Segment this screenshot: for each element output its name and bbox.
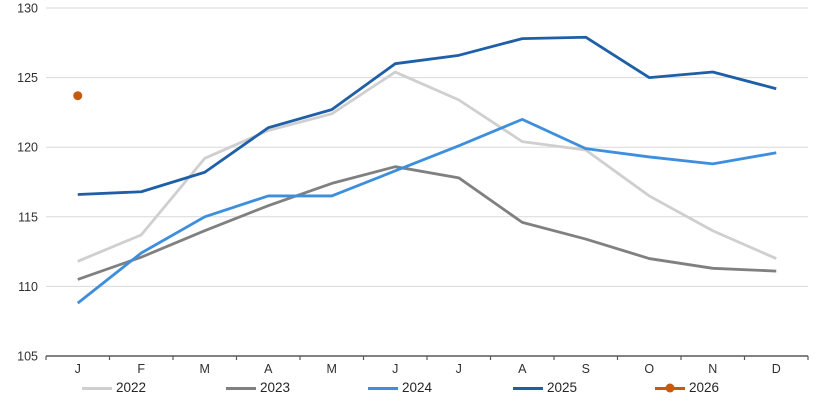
y-axis-tick-label: 125 xyxy=(17,71,38,85)
x-axis-month-label: J xyxy=(456,362,462,376)
legend-item-2026: 2026 xyxy=(655,376,719,400)
y-axis-tick-label: 105 xyxy=(17,350,38,364)
legend-marker-dot xyxy=(665,383,675,393)
legend-line-swatch xyxy=(513,386,543,390)
series-line-2025 xyxy=(77,35,777,196)
x-axis-month-label: D xyxy=(772,362,781,376)
legend-line-swatch xyxy=(655,383,685,393)
legend-line-swatch xyxy=(82,386,112,390)
x-axis-month-label: A xyxy=(518,362,527,376)
legend-item-2022: 2022 xyxy=(82,376,146,400)
legend-label: 2022 xyxy=(116,380,147,396)
x-axis-month-label: F xyxy=(137,362,145,376)
x-axis-month-label: S xyxy=(582,362,590,376)
legend-line-swatch xyxy=(368,386,398,390)
legend-label: 2025 xyxy=(547,380,578,396)
legend-label: 2023 xyxy=(260,380,291,396)
legend-label: 2024 xyxy=(402,380,433,396)
x-axis-month-label: M xyxy=(200,362,210,376)
legend-item-2025: 2025 xyxy=(513,376,577,400)
x-axis-month-label: M xyxy=(327,362,337,376)
y-axis-tick-label: 115 xyxy=(18,210,38,224)
legend-item-2023: 2023 xyxy=(226,376,290,400)
y-axis-tick-label: 110 xyxy=(18,280,38,294)
x-axis-month-label: O xyxy=(644,362,654,376)
x-axis-month-label: A xyxy=(264,362,273,376)
x-axis-month-label: J xyxy=(392,362,398,376)
plot-area: 105 110 115 120 125 130 J F M A M J J A S O N D xyxy=(17,2,809,376)
x-axis-month-label: J xyxy=(75,362,81,376)
series-point-2026 xyxy=(73,91,83,101)
series-line-2023 xyxy=(77,165,777,281)
legend-line-swatch xyxy=(226,386,256,390)
legend-label: 2026 xyxy=(689,380,720,396)
y-axis-tick-label: 120 xyxy=(17,141,38,155)
chart-legend: 2022 2023 2024 2025 2026 xyxy=(0,376,820,400)
series-line-2024 xyxy=(76,117,777,305)
y-axis-tick-label: 130 xyxy=(17,2,38,16)
series-line-2022 xyxy=(77,70,777,263)
x-axis-month-label: N xyxy=(708,362,717,376)
legend-item-2024: 2024 xyxy=(368,376,432,400)
